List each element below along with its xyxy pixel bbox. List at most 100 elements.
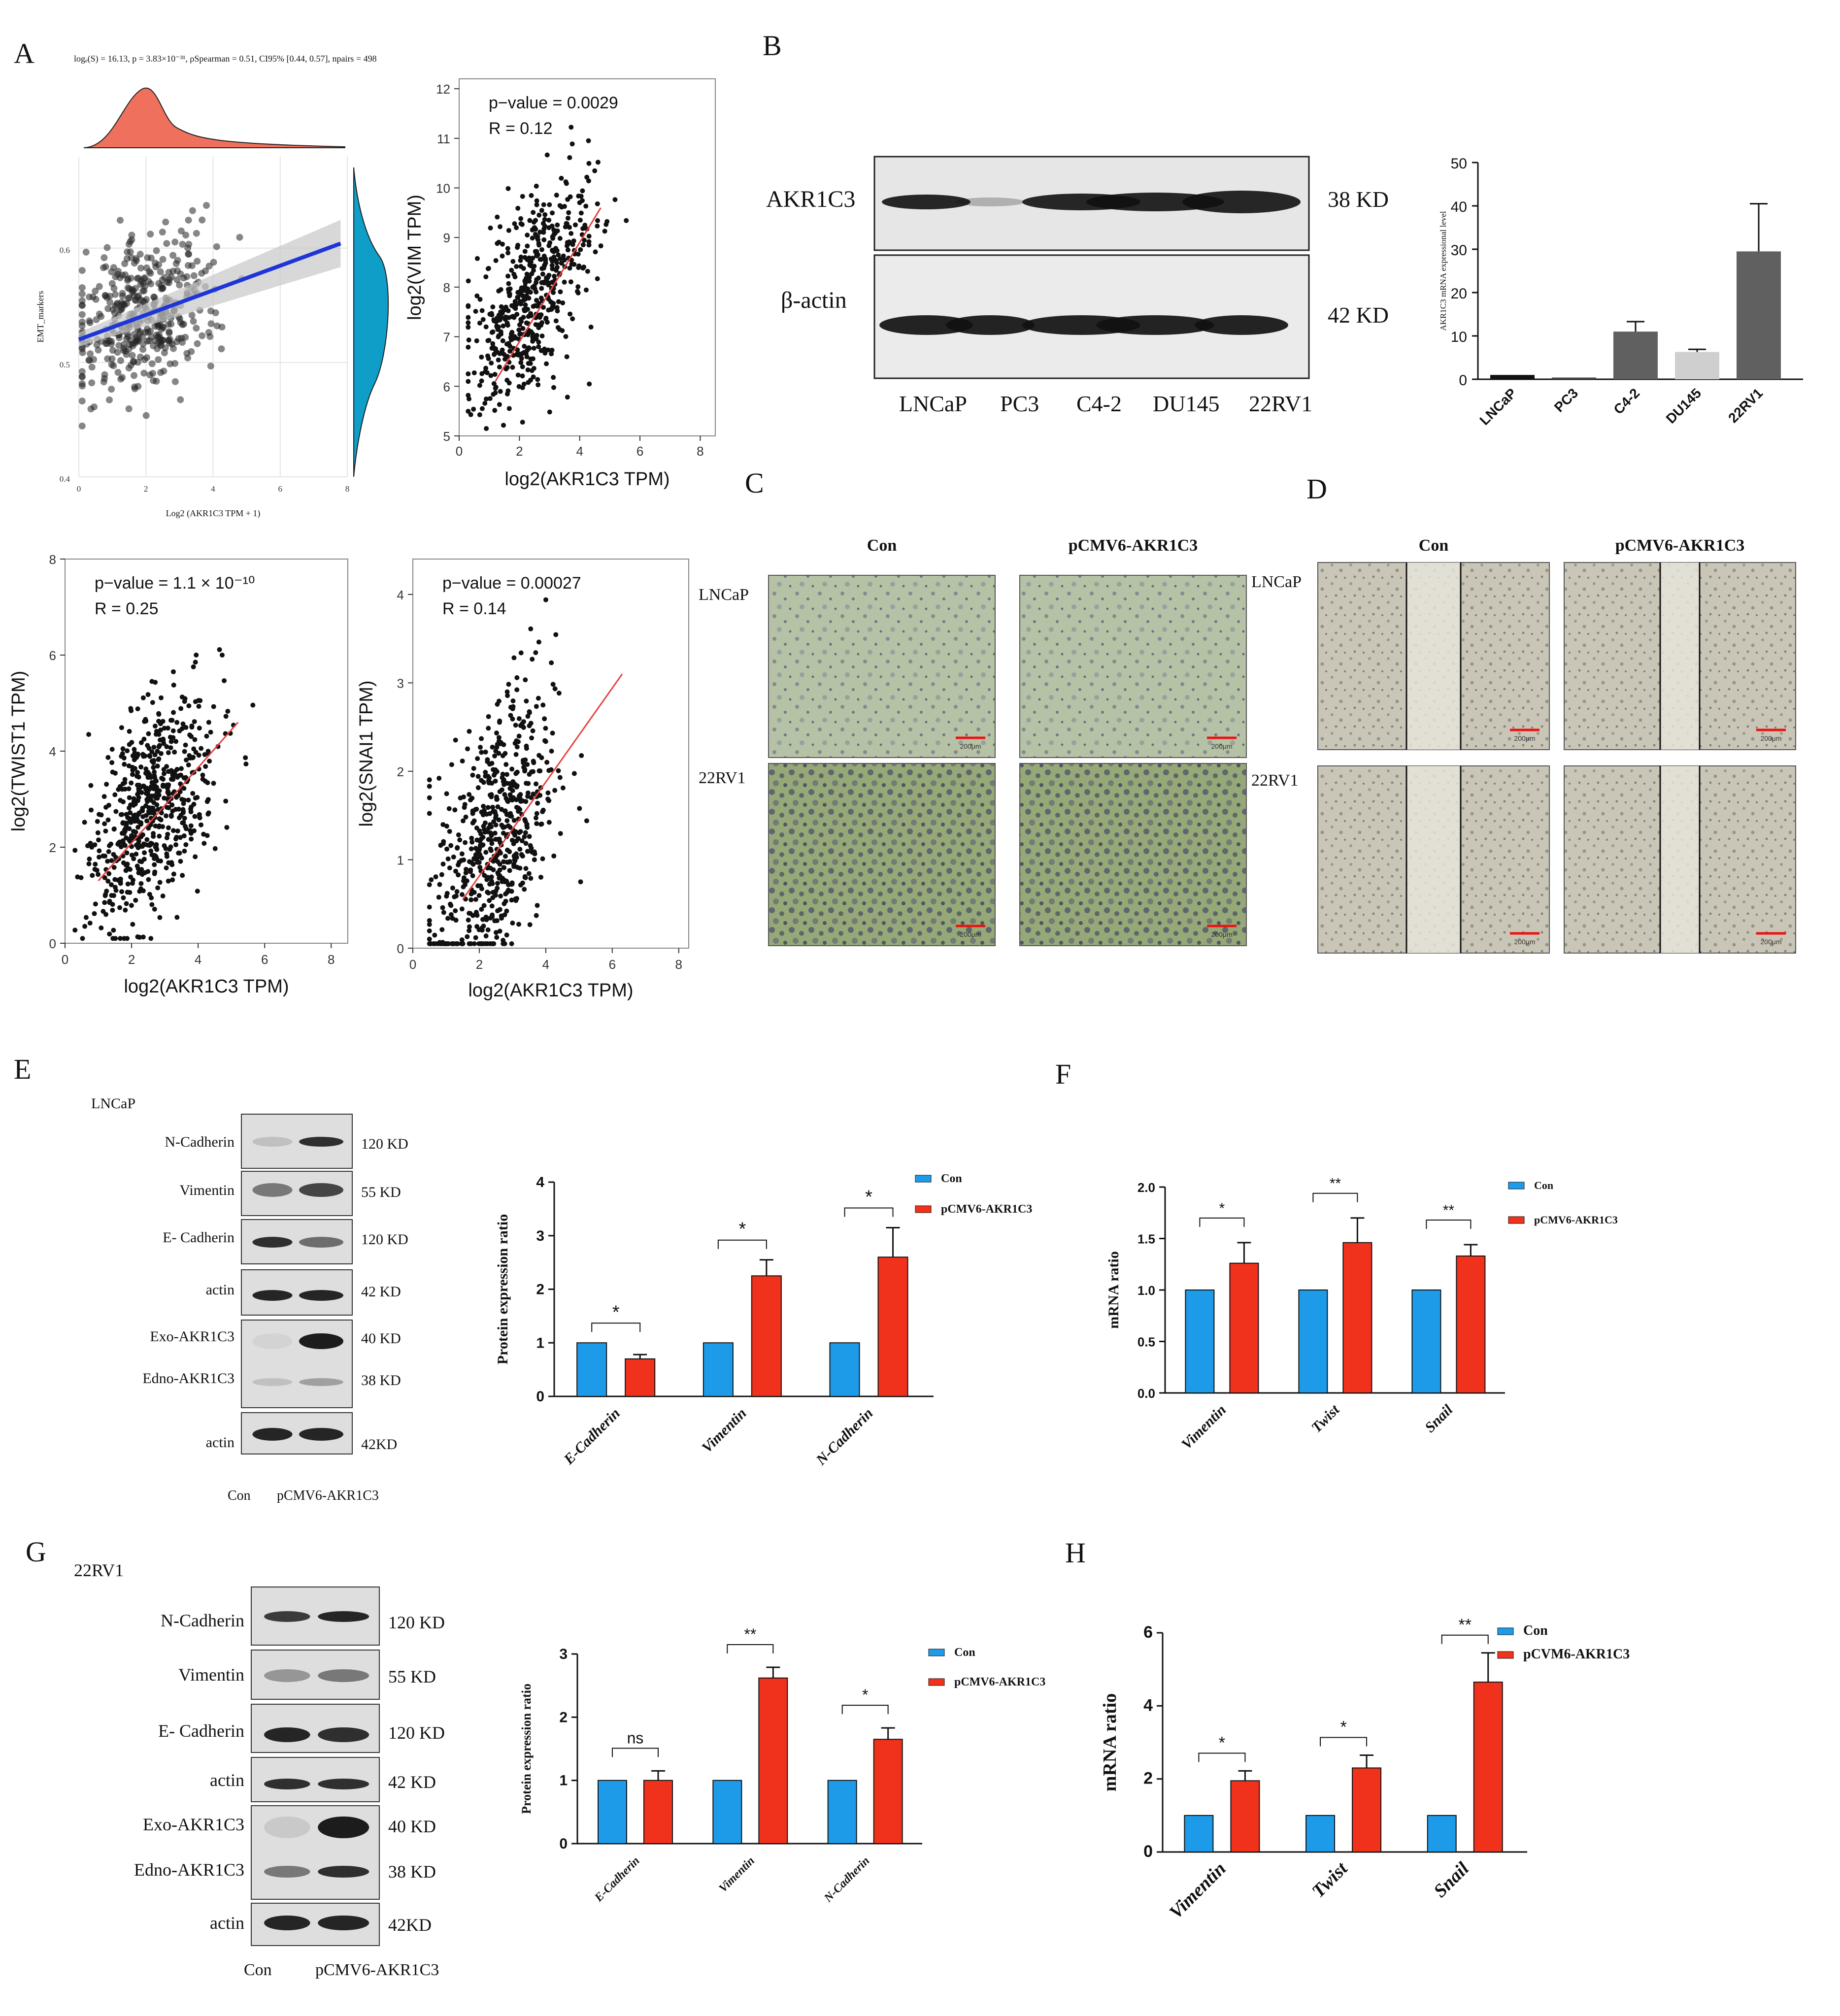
data-point [549, 749, 554, 754]
data-point [79, 382, 86, 390]
band [299, 1333, 343, 1349]
data-point [534, 277, 539, 282]
data-point [525, 714, 531, 719]
data-point [88, 379, 96, 387]
data-point [512, 858, 518, 863]
data-point [149, 749, 155, 755]
data-point [466, 325, 471, 330]
data-point [188, 809, 194, 815]
data-point [140, 695, 146, 700]
data-point [154, 785, 159, 791]
data-point [183, 775, 189, 780]
data-point [160, 782, 166, 788]
data-point [138, 881, 144, 886]
data-point [166, 769, 171, 774]
data-point [478, 941, 483, 947]
data-point [466, 315, 471, 320]
data-point [127, 795, 132, 800]
legend-label: Con [954, 1646, 975, 1659]
data-point [102, 893, 108, 898]
data-point [486, 778, 491, 783]
bar [1613, 331, 1658, 379]
data-point [194, 652, 199, 658]
data-point [514, 225, 519, 231]
y-tick-label: 1.0 [1137, 1283, 1155, 1298]
data-point [82, 820, 87, 825]
legend-label: Con [941, 1172, 962, 1185]
data-point [135, 706, 140, 712]
data-point [93, 861, 98, 867]
data-point [143, 264, 150, 271]
data-point [205, 811, 211, 817]
data-point [93, 901, 98, 907]
y-tick-label: 4 [49, 744, 56, 759]
row-label: 22RV1 [699, 769, 746, 787]
data-point [149, 895, 154, 900]
data-point [498, 389, 503, 394]
bar [1427, 1815, 1457, 1852]
significance-bracket [844, 1207, 894, 1217]
data-point [479, 354, 484, 360]
significance-bracket [1199, 1217, 1245, 1227]
data-point [515, 295, 521, 300]
data-point [108, 361, 115, 368]
data-point [171, 710, 176, 715]
data-point [109, 882, 114, 888]
data-point [506, 228, 511, 233]
data-point [107, 931, 112, 937]
data-point [206, 333, 214, 340]
data-point [470, 820, 475, 826]
data-point [129, 289, 136, 296]
data-point [173, 842, 179, 848]
data-point [504, 354, 509, 359]
data-point [118, 936, 123, 941]
data-point [523, 677, 528, 683]
y-tick-label: 6 [49, 648, 56, 663]
data-point [156, 824, 162, 829]
chart-E: 0 1 2 3 4 Protein expression ratio * E-Cadherin… [495, 1172, 1032, 1469]
data-point [147, 280, 155, 288]
data-point [180, 820, 185, 826]
x-tick-label: Vimentin [717, 1854, 758, 1895]
data-point [127, 274, 134, 282]
data-point [156, 756, 162, 761]
data-point [131, 828, 136, 834]
data-point [95, 819, 100, 824]
data-point [123, 821, 129, 826]
data-point [191, 664, 196, 669]
scratch-gap [1406, 562, 1461, 750]
data-point [485, 353, 491, 359]
kd-label: 42 KD [1328, 302, 1389, 328]
y-axis-label: log2(TWIST1 TPM) [8, 671, 29, 832]
data-point [529, 735, 535, 741]
data-point [510, 921, 515, 926]
panel-D: Con pCMV6-AKR1C3 LNCaP 22RV1 200μm 200μm 200μm… [1251, 536, 1796, 954]
y-tick-label: 4 [1143, 1696, 1153, 1715]
data-point [486, 265, 491, 271]
band [882, 195, 970, 209]
y-tick-label: 0.0 [1137, 1386, 1155, 1401]
data-point [174, 834, 179, 840]
data-point [474, 913, 480, 918]
lane-label: Con [228, 1488, 251, 1503]
data-point [488, 225, 493, 231]
data-point [500, 771, 505, 777]
data-point [483, 365, 489, 371]
data-point [559, 175, 564, 181]
data-point [580, 265, 586, 271]
x-tick-label: 0 [77, 484, 81, 494]
x-tick-label: 6 [261, 952, 268, 967]
data-point [583, 203, 589, 209]
data-point [480, 317, 486, 322]
data-point [533, 815, 538, 821]
data-point [145, 692, 151, 697]
data-point [142, 850, 147, 856]
data-point [78, 373, 86, 380]
y-tick-label: 6 [1143, 1623, 1153, 1642]
data-point [510, 364, 515, 370]
bar [1490, 375, 1535, 379]
band [299, 1428, 343, 1441]
x-tick-label: 2 [144, 484, 148, 494]
data-point [146, 805, 152, 810]
data-point [487, 311, 493, 317]
